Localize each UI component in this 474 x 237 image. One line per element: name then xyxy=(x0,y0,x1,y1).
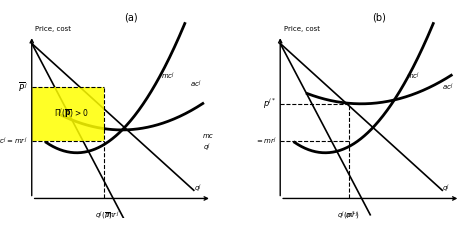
Bar xyxy=(32,87,104,141)
Text: $mc^j$: $mc^j$ xyxy=(161,70,176,82)
Text: $q^j$: $q^j$ xyxy=(194,182,202,195)
Text: $\overline{P}^{\,j}$: $\overline{P}^{\,j}$ xyxy=(18,81,28,95)
Text: Price, cost: Price, cost xyxy=(36,26,72,32)
Text: $mc^j$: $mc^j$ xyxy=(406,70,420,82)
Text: $= mr^j$: $= mr^j$ xyxy=(255,136,277,147)
Text: $ac^j$: $ac^j$ xyxy=(190,79,202,90)
Text: $ac^j$: $ac^j$ xyxy=(442,82,454,93)
Text: $mr^j$: $mr^j$ xyxy=(346,210,359,221)
Text: $q^j$: $q^j$ xyxy=(203,142,211,154)
Text: $q^j$: $q^j$ xyxy=(442,182,450,195)
Text: Price, cost: Price, cost xyxy=(284,26,320,32)
Text: mc: mc xyxy=(203,133,214,139)
Text: $\Pi^j(\overline{\mathbf{p}}) > 0$: $\Pi^j(\overline{\mathbf{p}}) > 0$ xyxy=(54,106,89,120)
Text: $q^j(p^*)$: $q^j(p^*)$ xyxy=(337,210,360,222)
Text: $p^{j*}$: $p^{j*}$ xyxy=(264,97,277,111)
Text: (a): (a) xyxy=(124,12,137,22)
Text: (b): (b) xyxy=(372,12,386,22)
Text: $mr^j$: $mr^j$ xyxy=(106,210,119,221)
Text: $q^j(\overline{p})$: $q^j(\overline{p})$ xyxy=(95,210,113,222)
Text: $mc^j = mr^j$: $mc^j = mr^j$ xyxy=(0,136,28,147)
